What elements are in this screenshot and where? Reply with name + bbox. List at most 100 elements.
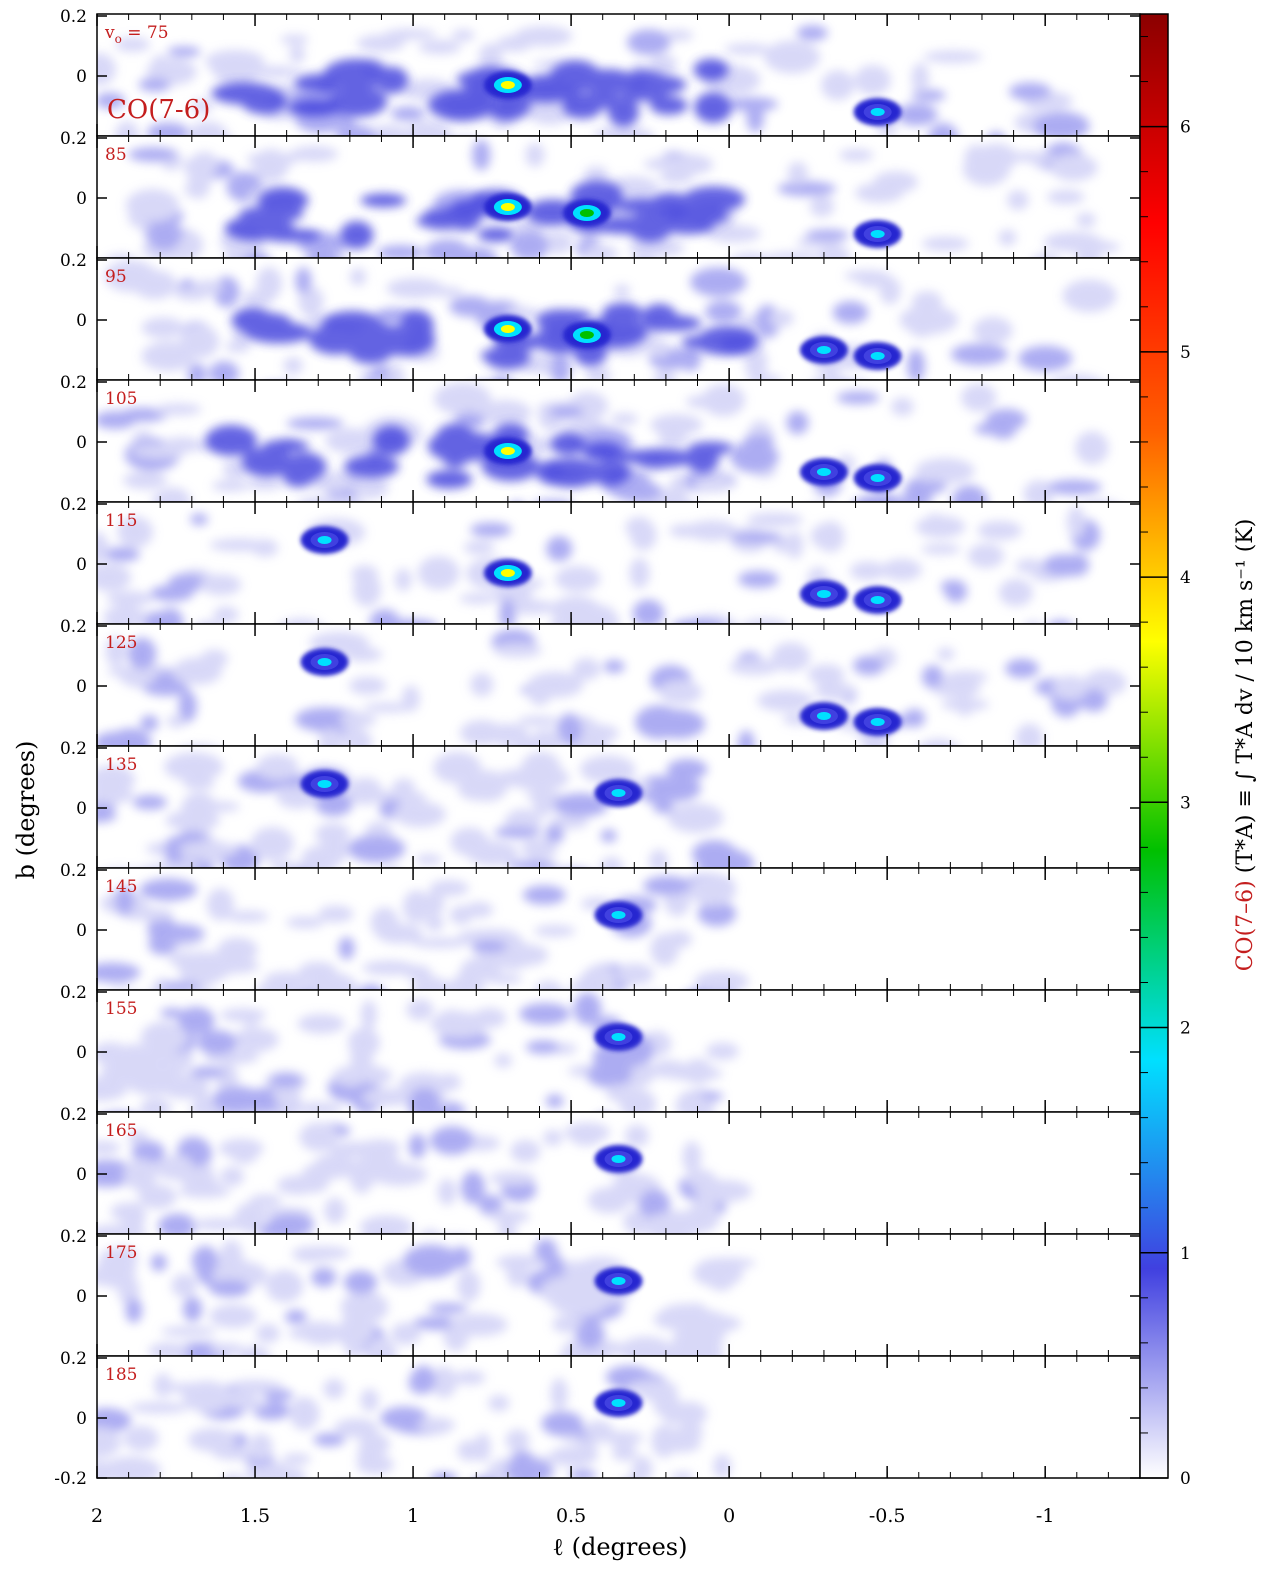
source-peak — [500, 447, 515, 455]
diffuse-emission — [97, 992, 739, 1112]
x-axis: 2 1.5 1 0.5 0 -0.5 -1 — [91, 1505, 1054, 1527]
colorbar-label: CO(7–6) (T*A) ≡ ∫ T*A dv / 10 km s⁻¹ (K) — [1233, 519, 1258, 972]
diffuse-emission — [97, 1122, 753, 1234]
source-peak — [816, 346, 831, 354]
velocity-label: 85 — [105, 145, 127, 165]
source-peak — [317, 780, 332, 788]
source-peak — [611, 1033, 626, 1041]
y-tick-label: -0.2 — [54, 1469, 87, 1489]
x-tick-label: 2 — [91, 1505, 103, 1527]
source-peak — [500, 569, 515, 577]
velocity-label: 135 — [105, 755, 137, 775]
y-tick-label: 0.2 — [60, 373, 87, 393]
source-peak — [870, 718, 885, 726]
channel-panel: 0.2 0 165 — [60, 1105, 1141, 1235]
source-peak — [611, 1399, 626, 1407]
channel-panel: 0.2 0 125 — [60, 617, 1141, 747]
source-peak — [816, 712, 831, 720]
x-tick-label: -0.5 — [869, 1505, 906, 1527]
y-tick-label: 0 — [76, 1165, 87, 1185]
channel-panel: 0.2 0 135 — [60, 739, 1141, 869]
y-tick-label: 0.2 — [60, 7, 87, 27]
diffuse-emission — [97, 751, 754, 868]
velocity-label: 125 — [105, 633, 137, 653]
colorbar-tick-label: 3 — [1180, 793, 1191, 813]
velocity-label: 115 — [105, 511, 137, 531]
y-tick-label: 0 — [76, 189, 87, 209]
source-peak — [500, 81, 515, 89]
y-tick-label: 0.2 — [60, 251, 87, 271]
y-tick-label: 0 — [76, 1043, 87, 1063]
velocity-label: vo = 75 — [104, 23, 169, 46]
diffuse-emission — [97, 1365, 732, 1478]
x-tick-label: -1 — [1036, 1505, 1055, 1527]
colorbar-tick-label: 6 — [1180, 118, 1191, 138]
source-peak — [611, 1277, 626, 1285]
channel-panel: 0.2 0 vo = 75 CO(7-6) — [60, 7, 1141, 137]
source-peak — [870, 108, 885, 116]
channel-panel: 0.2 0 175 — [60, 1227, 1141, 1357]
panel-background — [97, 624, 1140, 746]
source-peak — [816, 590, 831, 598]
y-tick-label: 0.2 — [60, 1349, 87, 1369]
emission-band — [205, 423, 734, 489]
source-peak — [870, 596, 885, 604]
velocity-label: 105 — [105, 389, 137, 409]
source-peak — [816, 468, 831, 476]
x-tick-label: 1 — [407, 1505, 419, 1527]
y-tick-label: 0 — [76, 1409, 87, 1429]
y-axis-label: b (degrees) — [12, 741, 40, 880]
x-tick-label: 1.5 — [240, 1505, 270, 1527]
colorbar-tick-label: 5 — [1180, 343, 1191, 363]
diffuse-emission — [107, 139, 1121, 258]
y-tick-label: 0.2 — [60, 495, 87, 515]
source-peak — [870, 474, 885, 482]
source-peak — [500, 325, 515, 333]
x-axis-label: ℓ (degrees) — [553, 1533, 688, 1561]
source-peak — [870, 230, 885, 238]
source-peak — [317, 536, 332, 544]
y-tick-label: 0.2 — [60, 129, 87, 149]
source-peak — [317, 658, 332, 666]
source-peak — [611, 789, 626, 797]
channel-panel: 0.2 0 95 — [60, 251, 1141, 381]
velocity-label: 145 — [105, 877, 137, 897]
colorbar-tick-label: 4 — [1180, 568, 1191, 588]
x-tick-label: 0.5 — [556, 1505, 586, 1527]
panel-background — [97, 502, 1140, 624]
y-tick-label: 0 — [76, 921, 87, 941]
velocity-label: 165 — [105, 1121, 137, 1141]
y-tick-label: 0.2 — [60, 617, 87, 637]
channel-panel: 0.2 0 85 — [60, 129, 1141, 259]
emission-band — [211, 58, 732, 128]
y-tick-label: 0.2 — [60, 861, 87, 881]
colorbar-tick-label: 2 — [1180, 1019, 1191, 1039]
colorbar-tick-label: 0 — [1180, 1469, 1191, 1489]
y-tick-label: 0 — [76, 799, 87, 819]
source-peak — [611, 1155, 626, 1163]
y-tick-label: 0.2 — [60, 1105, 87, 1125]
y-tick-label: 0 — [76, 433, 87, 453]
y-tick-label: 0.2 — [60, 1227, 87, 1247]
source-peak — [611, 911, 626, 919]
colorbar-scale — [1139, 13, 1169, 1479]
diffuse-emission — [97, 505, 1101, 624]
y-tick-label: 0 — [76, 311, 87, 331]
channel-panel: 0.2 0 115 — [60, 495, 1141, 625]
source-peak — [579, 331, 594, 339]
y-tick-label: 0.2 — [60, 739, 87, 759]
y-tick-label: 0 — [76, 1287, 87, 1307]
colorbar: 0 1 2 3 4 5 6 CO(7–6) (T*A) ≡ ∫ T*A dv / 10 km … — [1139, 13, 1258, 1489]
velocity-label: 185 — [105, 1365, 137, 1385]
diffuse-emission — [97, 873, 749, 990]
source-peak — [500, 203, 515, 211]
colorbar-tick-label: 1 — [1180, 1244, 1191, 1264]
y-tick-label: 0 — [76, 677, 87, 697]
source-peak — [579, 209, 594, 217]
channel-panel: 0.2 0 -0.2 185 — [54, 1349, 1141, 1489]
channel-panel: 0.2 0 145 — [60, 861, 1141, 991]
channel-panel: 0.2 0 105 — [60, 373, 1141, 503]
velocity-label: 95 — [105, 267, 127, 287]
y-tick-label: 0 — [76, 67, 87, 87]
